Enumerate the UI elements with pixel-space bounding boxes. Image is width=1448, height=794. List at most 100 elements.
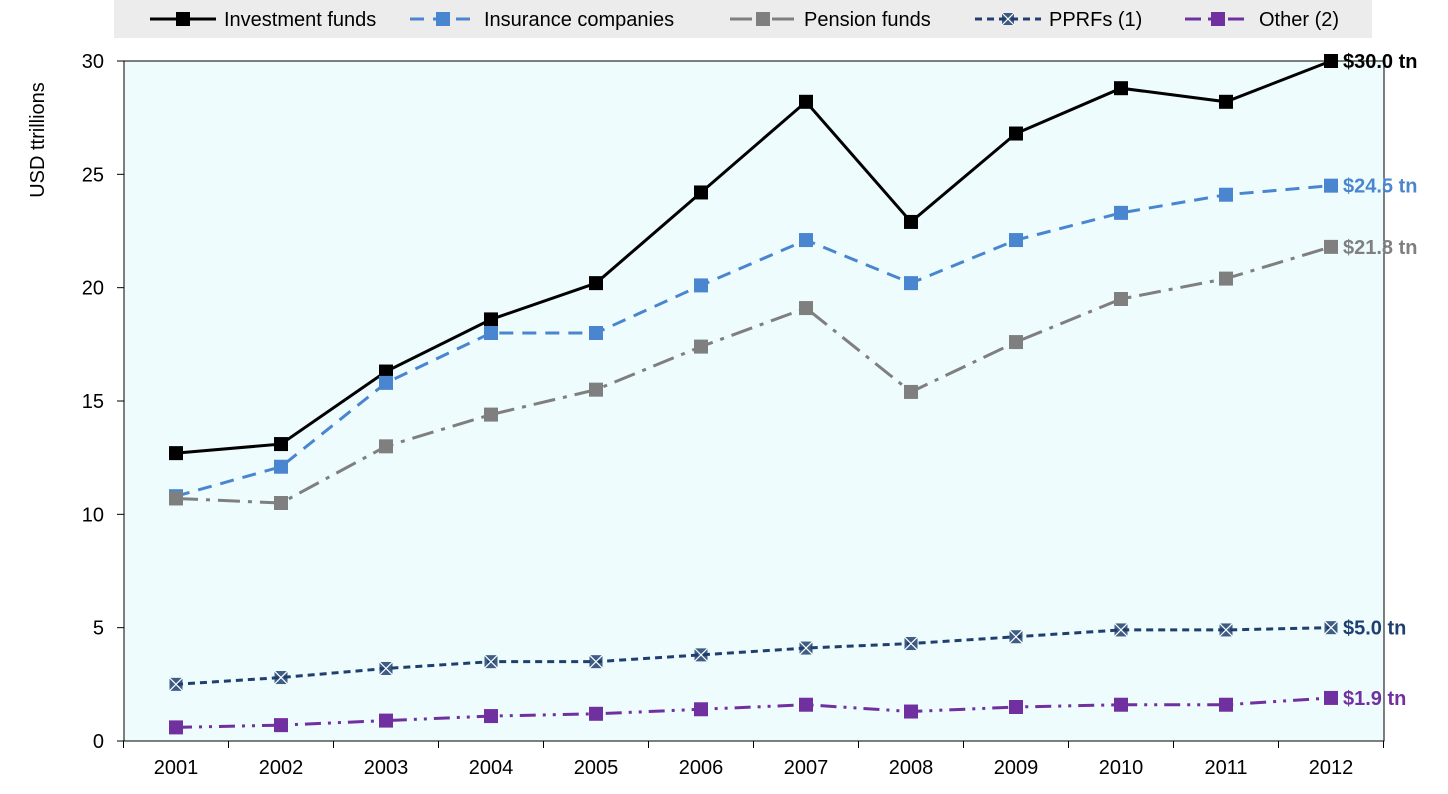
data-point: [904, 276, 918, 291]
data-point: [904, 704, 918, 719]
data-point: [1009, 629, 1023, 644]
data-point: [1009, 126, 1023, 141]
end-value-label: $5.0 tn: [1343, 618, 1406, 640]
end-value-label: $24.5 tn: [1343, 176, 1417, 198]
data-point: [799, 233, 813, 248]
data-point: [1324, 178, 1338, 193]
data-point: [1114, 81, 1128, 96]
data-point: [176, 12, 190, 26]
x-tick-label: 2001: [154, 757, 199, 779]
data-point: [274, 670, 288, 685]
series-line: [175, 626, 1332, 686]
data-point: [379, 375, 393, 390]
legend: Investment funds Insurance companies Pensi…: [150, 9, 1339, 31]
y-tick-label: 10: [82, 504, 104, 526]
data-point: [1219, 697, 1233, 712]
legend-label: Insurance companies: [484, 9, 674, 31]
data-point: [484, 654, 498, 669]
x-tick-label: 2012: [1309, 757, 1354, 779]
legend-label: PPRFs (1): [1049, 9, 1142, 31]
x-tick-label: 2009: [994, 757, 1039, 779]
data-point: [1009, 233, 1023, 248]
end-value-label: $21.8 tn: [1343, 237, 1417, 259]
data-point: [589, 382, 603, 397]
data-point: [169, 446, 183, 461]
x-tick-label: 2003: [364, 757, 409, 779]
data-point: [799, 641, 813, 655]
data-point: [1211, 12, 1225, 26]
y-tick-label: 25: [82, 164, 104, 186]
data-point: [799, 94, 813, 109]
data-point: [1114, 697, 1128, 712]
data-point: [1324, 690, 1338, 705]
data-point: [484, 709, 498, 724]
x-tick-label: 2005: [574, 757, 619, 779]
legend-item: PPRFs (1): [975, 9, 1142, 31]
data-point: [484, 326, 498, 340]
series-line: [175, 184, 1332, 498]
series-pprfs-1: [169, 620, 1338, 692]
data-point: [274, 437, 288, 452]
end-value-label: $1.9 tn: [1343, 688, 1406, 710]
data-point: [379, 661, 393, 676]
data-point: [1324, 239, 1338, 254]
x-tick-label: 2008: [889, 757, 934, 779]
data-point: [379, 713, 393, 728]
legend-item: Other (2): [1185, 9, 1339, 31]
x-tick-label: 2006: [679, 757, 724, 779]
data-point: [169, 720, 183, 735]
data-point: [694, 185, 708, 200]
data-point: [484, 312, 498, 327]
data-point: [1219, 623, 1233, 637]
data-point: [694, 278, 708, 293]
y-axis: 0 5 10 15 20 25 30: [82, 51, 124, 753]
data-point: [274, 718, 288, 733]
legend-label: Pension funds: [804, 9, 931, 31]
data-point: [436, 12, 450, 26]
legend-label: Investment funds: [224, 9, 376, 31]
data-point: [589, 326, 603, 340]
legend-item: Investment funds: [150, 9, 376, 31]
legend-label: Other (2): [1259, 9, 1339, 31]
series-investment-funds: [169, 54, 1338, 461]
end-value-label: $30.0 tn: [1343, 51, 1417, 73]
x-tick-label: 2004: [469, 757, 514, 779]
data-point: [799, 301, 813, 316]
data-point: [1219, 271, 1233, 286]
x-tick-label: 2007: [784, 757, 829, 779]
y-tick-label: 15: [82, 391, 104, 413]
y-tick-label: 5: [93, 618, 104, 640]
y-tick-label: 30: [82, 51, 104, 73]
data-point: [379, 364, 393, 379]
data-point: [1324, 54, 1338, 68]
series-line: [175, 59, 1332, 455]
data-point: [1114, 292, 1128, 306]
data-point: [484, 407, 498, 422]
y-tick-label: 0: [93, 731, 104, 753]
data-point: [169, 491, 183, 506]
x-axis: 2001 2002 2003 2004 2005 2006 2007 2008 2009 2010…: [123, 741, 1384, 779]
data-point: [694, 702, 708, 717]
series-other-2: [169, 690, 1338, 735]
series-pension-funds: [169, 239, 1338, 510]
data-point: [694, 647, 708, 662]
end-labels: $30.0 tn $24.5 tn $21.8 tn $5.0 tn $1.9 tn: [1343, 51, 1417, 710]
data-point: [274, 459, 288, 474]
data-point: [379, 439, 393, 454]
data-point: [756, 12, 770, 26]
x-tick-label: 2002: [259, 757, 304, 779]
data-point: [169, 677, 183, 692]
data-point: [1114, 205, 1128, 220]
x-tick-label: 2010: [1099, 757, 1144, 779]
plot-area: [123, 60, 1385, 742]
data-point: [589, 276, 603, 291]
data-point: [274, 496, 288, 510]
data-point: [904, 636, 918, 651]
y-axis-label: USD ttrillions: [27, 82, 49, 198]
data-point: [1009, 335, 1023, 350]
data-point: [694, 339, 708, 354]
data-point: [1009, 700, 1023, 714]
data-point: [589, 706, 603, 721]
data-point: [589, 654, 603, 669]
